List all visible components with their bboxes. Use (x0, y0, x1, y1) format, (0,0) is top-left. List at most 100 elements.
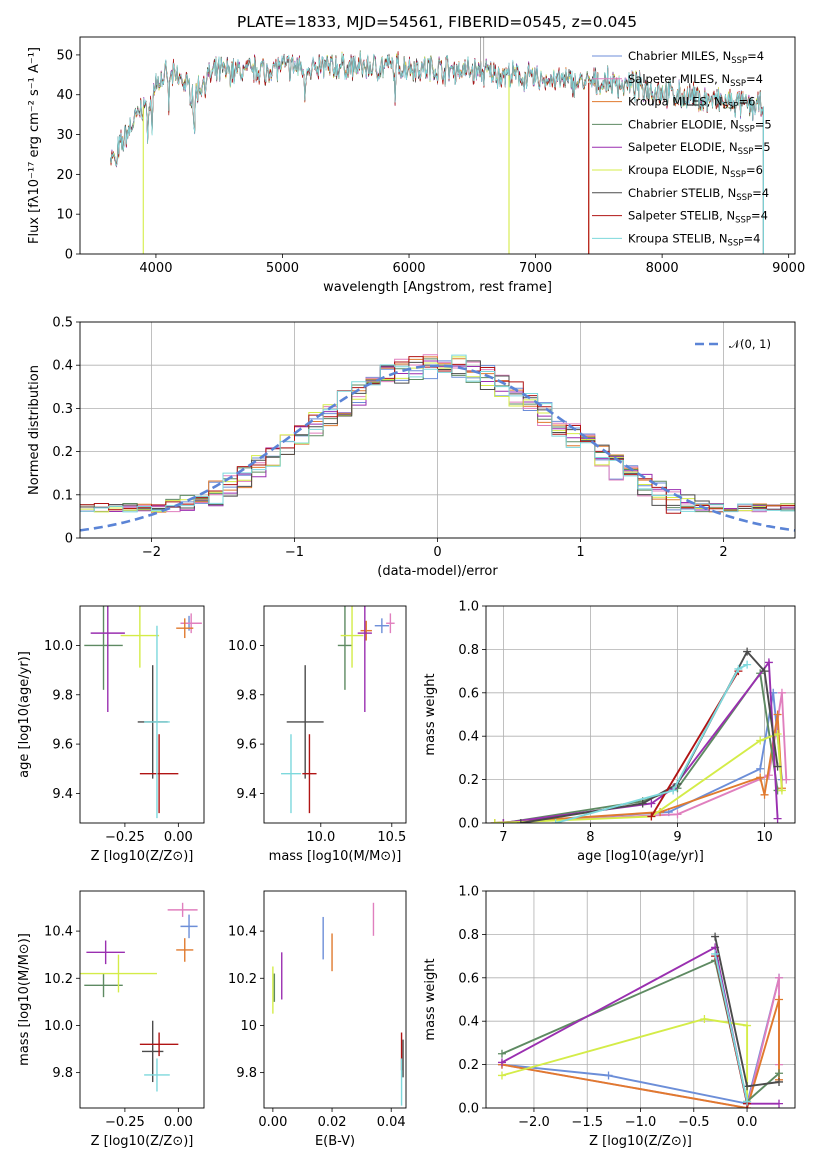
weight-line-kroupa-miles (494, 714, 783, 823)
errorbar-point (357, 606, 372, 713)
y-axis-label: mass [log10(M/M⊙)] (17, 933, 32, 1066)
errorbar-point (80, 954, 157, 993)
weight-marker (499, 819, 508, 823)
y-tick-label: 9.4 (52, 787, 73, 802)
x-axis-label: E(B-V) (315, 1134, 355, 1149)
weight-marker (604, 1071, 613, 1080)
y-tick-label: 40 (56, 88, 73, 103)
errorbar-point (302, 734, 317, 814)
weight-line-kroupa-stelib (714, 953, 749, 1102)
weight-marker (516, 819, 525, 823)
legend-label: Kroupa MILES, NSSP=6 (628, 95, 755, 112)
x-tick-label: 9 (673, 830, 681, 845)
weight-marker (773, 710, 782, 719)
panel-mass-vs-Z: −0.25 0.00 9.8 10.0 10.2 10.4 Z [log10(Z/Z⊙)] m… (17, 890, 205, 1149)
errorbar-point (139, 734, 179, 814)
axes-frame (485, 605, 796, 824)
y-tick-label: 0.8 (458, 928, 479, 943)
y-tick-label: 0 (65, 532, 73, 547)
y-tick-label: 0.3 (52, 402, 73, 417)
axes-frame (263, 890, 407, 1109)
y-tick-label: 50 (56, 48, 73, 63)
weight-marker (760, 790, 769, 799)
weight-marker (497, 1071, 506, 1080)
weight-marker (777, 688, 786, 697)
x-tick-label: 8000 (646, 261, 679, 276)
weight-marker (775, 1099, 784, 1108)
x-tick-label: −1.5 (571, 1115, 603, 1130)
x-tick-label: 0.00 (164, 1115, 193, 1130)
weight-marker (756, 736, 765, 745)
legend-label: Chabrier STELIB, NSSP=4 (628, 186, 769, 203)
legend-label: Kroupa ELODIE, NSSP=6 (628, 163, 763, 180)
weight-marker (775, 1077, 784, 1086)
errorbar-point (176, 938, 194, 962)
y-tick-label: 9.8 (236, 688, 257, 703)
y-tick-label: 0.4 (52, 359, 73, 374)
errorbar-point (180, 613, 202, 634)
y-tick-label: 0.1 (52, 488, 73, 503)
x-tick-label: 9000 (772, 261, 805, 276)
plot-area-age-vs-mass (281, 606, 395, 814)
y-tick-label: 10.2 (228, 972, 257, 987)
errorbar-point (167, 902, 198, 917)
axes-frame (79, 605, 205, 824)
weight-marker (773, 730, 782, 739)
plot-area-age-vs-Z (84, 606, 202, 819)
panel-weight-vs-age: 7 8 9 10 0.0 0.2 0.4 0.6 0.8 1.0 age [log10(age/yr… (423, 600, 796, 864)
y-tick-label: 0.0 (458, 817, 479, 832)
y-tick-label: 10.4 (44, 925, 73, 940)
legend-label: Salpeter MILES, NSSP=4 (628, 72, 763, 89)
x-axis-label: wavelength [Angstrom, rest frame] (323, 280, 552, 295)
errorbar-point (120, 606, 160, 668)
plot-area-mass-vs-Z (80, 902, 198, 1092)
x-axis-label: Z [log10(Z/Z⊙)] (91, 1134, 194, 1149)
y-tick-label: 10.0 (44, 639, 73, 654)
y-tick-label: 9.8 (52, 1066, 73, 1081)
weight-marker (743, 647, 752, 656)
legend-label: Salpeter ELODIE, NSSP=5 (628, 140, 771, 157)
x-tick-label: 7 (499, 830, 507, 845)
y-tick-label: 30 (56, 128, 73, 143)
x-tick-label: −1.0 (625, 1115, 657, 1130)
y-tick-label: 0.0 (458, 1102, 479, 1117)
errorbar-point (142, 1020, 164, 1083)
x-tick-label: −1 (285, 545, 304, 560)
x-tick-label: 0.00 (258, 1115, 287, 1130)
weight-marker (756, 764, 765, 773)
legend-label: Chabrier ELODIE, NSSP=5 (628, 117, 772, 134)
weight-marker (764, 658, 773, 667)
errorbar-point (86, 940, 125, 965)
weight-marker (760, 667, 769, 676)
weight-marker (743, 1097, 752, 1106)
weight-marker (490, 819, 499, 823)
x-tick-label: 0.02 (318, 1115, 347, 1130)
weight-marker (700, 1015, 709, 1024)
legend-label: Kroupa STELIB, NSSP=4 (628, 231, 760, 248)
x-tick-label: 0 (433, 545, 441, 560)
errorbar-point (84, 606, 123, 690)
panel-mass-vs-ebv: 0.00 0.02 0.04 9.8 10 10.2 10.4 E(B-V) (228, 890, 407, 1149)
plot-area-weight-vs-Z (497, 932, 784, 1108)
axes-frame (263, 605, 407, 824)
panel-age-vs-Z: −0.25 0.00 9.4 9.6 9.8 10.0 Z [log10(Z/Z⊙)] age… (17, 605, 205, 864)
x-tick-label: 10.0 (306, 830, 335, 845)
x-tick-label: −2 (142, 545, 161, 560)
y-tick-label: 20 (56, 168, 73, 183)
weight-marker (673, 810, 682, 819)
weight-line-kroupa-miles (501, 999, 780, 1108)
y-axis-label: age [log10(age/yr)] (17, 651, 32, 778)
y-axis-label: mass weight (423, 673, 438, 755)
y-tick-label: 0.5 (52, 316, 73, 331)
x-tick-label: 6000 (392, 261, 425, 276)
axes-frame (79, 36, 796, 255)
weight-marker (743, 660, 752, 669)
legend-label: 𝒩(0, 1) (729, 337, 771, 351)
y-tick-label: 9.6 (52, 738, 73, 753)
x-axis-label: age [log10(age/yr)] (577, 849, 704, 864)
x-tick-label: 0.0 (737, 1115, 758, 1130)
errorbar-point (340, 606, 364, 668)
weight-marker (777, 786, 786, 795)
errorbar-point (144, 1058, 170, 1092)
weight-marker (647, 799, 656, 808)
